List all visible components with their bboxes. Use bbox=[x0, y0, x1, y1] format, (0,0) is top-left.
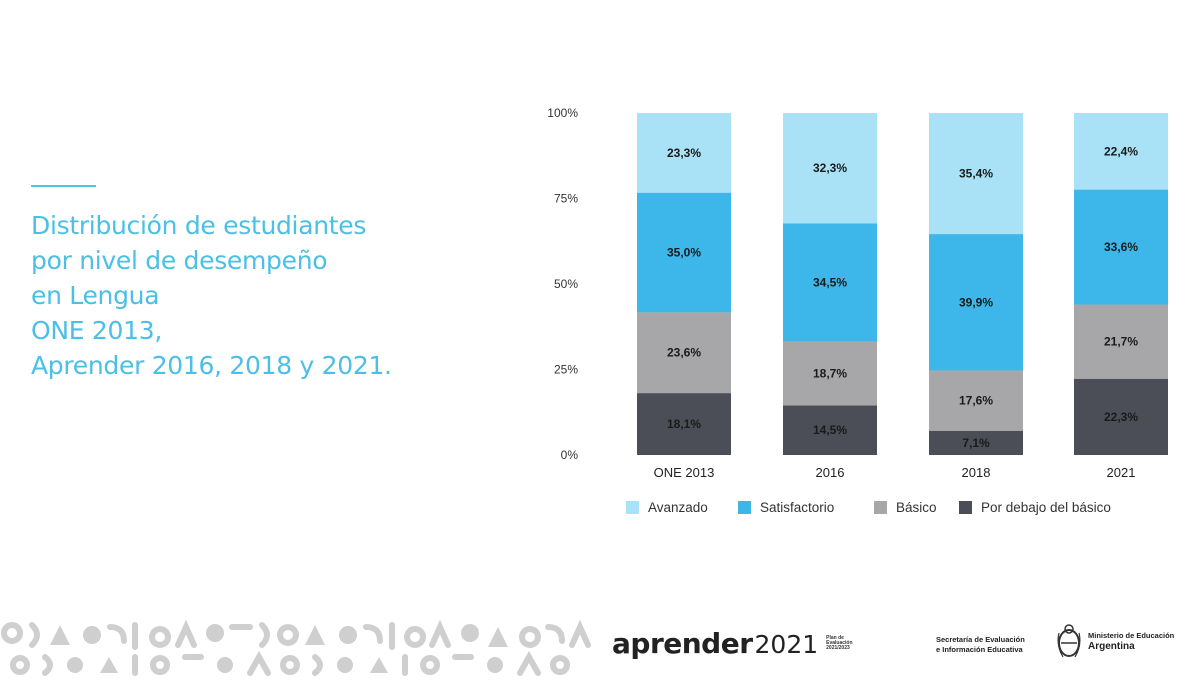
brand-word: aprender bbox=[612, 627, 753, 660]
legend-swatch bbox=[626, 501, 639, 514]
title-line: Distribución de estudiantes bbox=[31, 211, 367, 240]
legend-label: Básico bbox=[896, 500, 937, 515]
chart-title: Distribución de estudiantes por nivel de… bbox=[31, 208, 451, 383]
data-label: 17,6% bbox=[959, 394, 993, 408]
bar-segment bbox=[1074, 304, 1168, 379]
bar-segment bbox=[637, 393, 731, 455]
bar-segment bbox=[783, 223, 877, 342]
data-label: 35,0% bbox=[667, 246, 701, 260]
data-label: 23,3% bbox=[667, 146, 701, 160]
y-tick-label: 25% bbox=[554, 363, 578, 377]
decorative-shapes-pattern bbox=[1, 619, 591, 676]
bar-segment bbox=[929, 234, 1023, 371]
bar-segment bbox=[637, 192, 731, 313]
y-tick-label: 100% bbox=[547, 106, 578, 120]
data-label: 23,6% bbox=[667, 346, 701, 360]
y-tick-label: 75% bbox=[554, 192, 578, 206]
title-line: Aprender 2016, 2018 y 2021. bbox=[31, 351, 392, 380]
bar-segment bbox=[783, 341, 877, 406]
data-label: 7,1% bbox=[962, 436, 990, 450]
bar-segment bbox=[783, 405, 877, 455]
legend-swatch bbox=[738, 501, 751, 514]
title-line: en Lengua bbox=[31, 281, 160, 310]
secretaria-line: Secretaría de Evaluación bbox=[936, 635, 1025, 644]
title-accent-line bbox=[31, 185, 96, 187]
data-label: 22,4% bbox=[1104, 144, 1138, 158]
bar-segment bbox=[637, 113, 731, 193]
secretaria-line: e Información Educativa bbox=[936, 645, 1023, 654]
legend-swatch bbox=[874, 501, 887, 514]
data-label: 21,7% bbox=[1104, 335, 1138, 349]
data-label: 22,3% bbox=[1104, 410, 1138, 424]
footer: aprender 2021 Plan de Evaluación 2021/20… bbox=[0, 605, 1200, 680]
x-tick-label: 2018 bbox=[962, 465, 991, 480]
ministerio-line: Ministerio de Educación bbox=[1088, 631, 1175, 640]
title-line: ONE 2013, bbox=[31, 316, 162, 345]
bar-segment bbox=[1074, 113, 1168, 190]
x-tick-label: 2016 bbox=[816, 465, 845, 480]
legend-label: Avanzado bbox=[648, 500, 708, 515]
x-tick-label: ONE 2013 bbox=[654, 465, 715, 480]
stacked-bar-chart: 0% 25% 50% 75% 100% 18,1% 23,6% 35,0% 23,3% ONE 2… bbox=[547, 106, 1168, 515]
data-label: 14,5% bbox=[813, 423, 847, 437]
bar-segment bbox=[1074, 189, 1168, 305]
legend-label: Satisfactorio bbox=[760, 500, 834, 515]
data-label: 33,6% bbox=[1104, 240, 1138, 254]
ministerio-label: Ministerio de Educación Argentina bbox=[1088, 631, 1174, 653]
bar-segment bbox=[929, 113, 1023, 235]
bar-segment bbox=[637, 312, 731, 394]
data-label: 34,5% bbox=[813, 275, 847, 289]
data-label: 18,7% bbox=[813, 366, 847, 380]
brand-year: 2021 bbox=[754, 630, 819, 659]
y-tick-label: 50% bbox=[554, 277, 578, 291]
legend-swatch bbox=[959, 501, 972, 514]
ministerio-country: Argentina bbox=[1088, 641, 1135, 652]
legend-label: Por debajo del básico bbox=[981, 500, 1111, 515]
aprender-logo: aprender 2021 Plan de Evaluación 2021/20… bbox=[612, 627, 854, 660]
bar-segment bbox=[929, 370, 1023, 431]
bar-segment bbox=[929, 430, 1023, 455]
data-label: 18,1% bbox=[667, 417, 701, 431]
data-label: 32,3% bbox=[813, 161, 847, 175]
y-tick-label: 0% bbox=[561, 448, 579, 462]
data-label: 39,9% bbox=[959, 295, 993, 309]
title-line: por nivel de desempeño bbox=[31, 246, 328, 275]
national-seal-icon bbox=[1057, 624, 1081, 658]
data-label: 35,4% bbox=[959, 167, 993, 181]
bar-segment bbox=[1074, 378, 1168, 455]
bar-segment bbox=[783, 113, 877, 224]
brand-plan: Plan de Evaluación 2021/2023 bbox=[826, 635, 853, 651]
secretaria-label: Secretaría de Evaluación e Información E… bbox=[936, 635, 1025, 655]
x-tick-label: 2021 bbox=[1107, 465, 1136, 480]
